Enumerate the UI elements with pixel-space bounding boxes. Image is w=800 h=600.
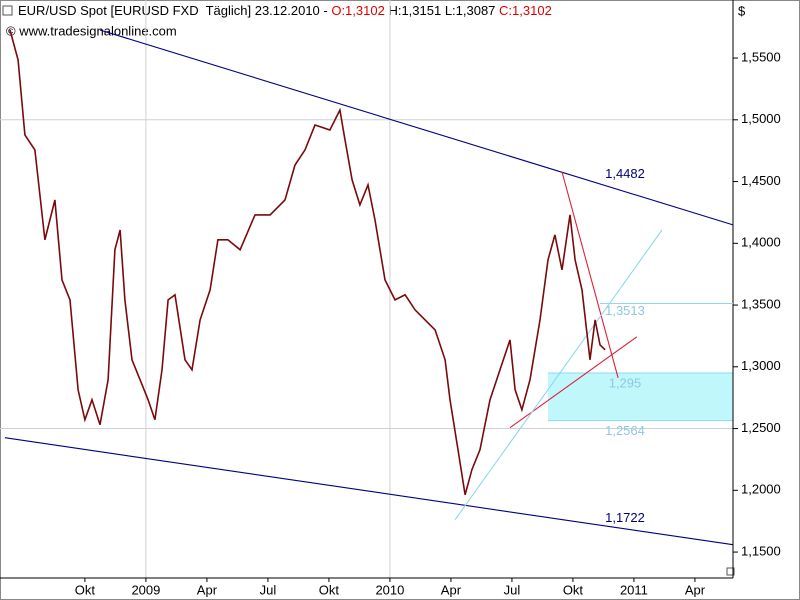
y-tick-label: 1,1500 (741, 544, 781, 559)
title-part: O:1,3102 (331, 3, 385, 18)
y-tick-label: 1,4500 (741, 173, 781, 188)
y-tick-label: 1,3500 (741, 296, 781, 311)
x-tick-label: Apr (197, 582, 218, 597)
title-part: H:1,3151 L:1,3087 (385, 3, 499, 18)
y-tick-label: 1,2000 (741, 482, 781, 497)
annotation: 1,1722 (605, 510, 645, 525)
x-tick-label: 2009 (131, 582, 160, 597)
trend-line (99, 29, 734, 226)
trend-line (454, 229, 663, 521)
annotation: 1,3513 (605, 303, 645, 318)
y-tick-label: 1,5000 (741, 111, 781, 126)
x-tick-label: Jul (260, 582, 277, 597)
y-tick-label: 1,3000 (741, 358, 781, 373)
y-unit: $ (738, 3, 746, 18)
trend-line (4, 437, 734, 546)
icon (726, 567, 735, 576)
y-tick-label: 1,2500 (741, 420, 781, 435)
title-part: C:1,3102 (499, 3, 552, 18)
trend-line (561, 171, 619, 378)
y-tick-label: 1,4000 (741, 235, 781, 250)
x-tick-label: 2010 (375, 582, 404, 597)
x-tick-label: Jul (504, 582, 521, 597)
subtitle: © www.tradesignalonline.com (6, 23, 177, 38)
x-tick-label: Apr (441, 582, 462, 597)
x-tick-label: 2011 (620, 582, 648, 597)
price-line (9, 29, 606, 496)
title-text: EUR/USD Spot [EURUSD FXD Täglich] 23.12.… (18, 3, 552, 18)
annotation: 1,2564 (605, 423, 645, 438)
icon (2, 5, 13, 16)
annotation: 1,295 (609, 375, 642, 390)
title-part: EUR/USD Spot [EURUSD FXD Täglich] 23.12.… (18, 3, 331, 18)
x-tick-label: Okt (75, 582, 96, 597)
y-tick-label: 1,5500 (741, 49, 781, 64)
x-tick-label: Apr (685, 582, 706, 597)
zone (548, 372, 733, 421)
x-tick-label: Okt (319, 582, 340, 597)
x-tick-label: Okt (563, 582, 584, 597)
annotation: 1,4482 (605, 166, 645, 181)
title: EUR/USD Spot [EURUSD FXD Täglich] 23.12.… (18, 3, 552, 18)
